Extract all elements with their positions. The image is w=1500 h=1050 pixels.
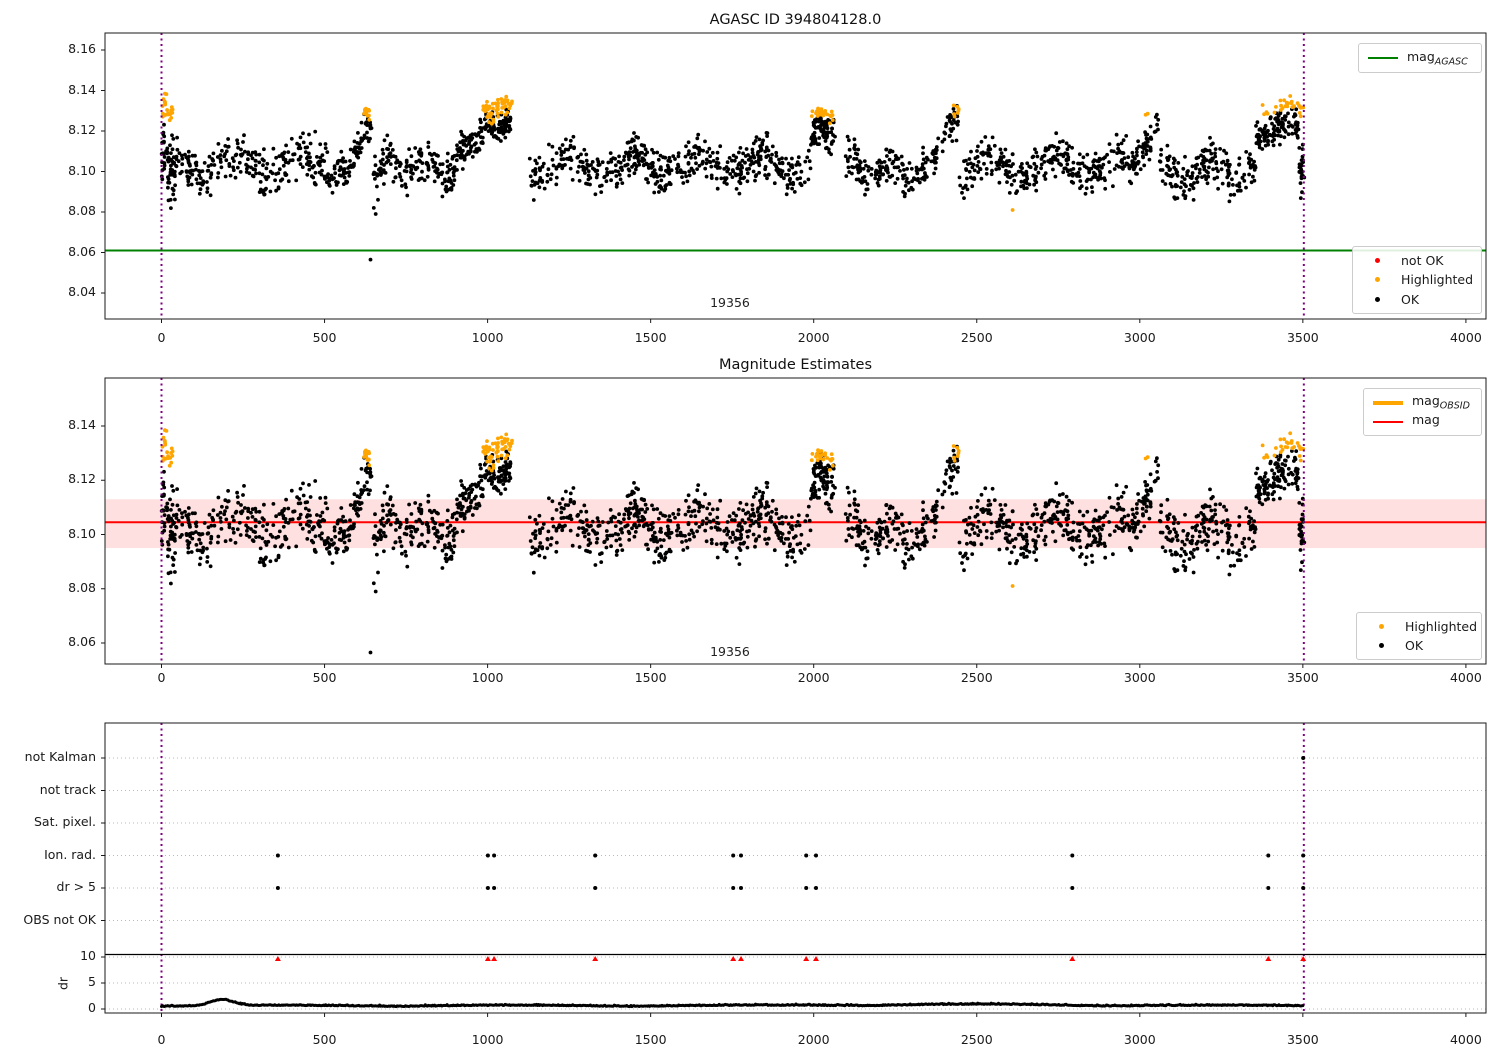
legend-row: magAGASC	[1368, 48, 1472, 68]
flag-category-label: Ion. rad.	[44, 846, 96, 862]
x-tick-label: 2000	[797, 330, 830, 345]
x-tick-label: 3500	[1286, 670, 1319, 685]
legend-row-ok: OK	[1362, 292, 1472, 307]
ok-marker-icon	[1362, 296, 1392, 302]
mag-line-sample	[1373, 420, 1403, 423]
x-tick-label: 4000	[1449, 1032, 1482, 1047]
legend-label: magOBSID	[1412, 393, 1470, 412]
legend-middle-markers: Highlighted OK	[1356, 612, 1482, 660]
legend-label: Highlighted	[1401, 272, 1474, 288]
x-tick-label: 3500	[1286, 1032, 1319, 1047]
legend-label: Highlighted	[1405, 619, 1478, 634]
flag-category-label: OBS not OK	[23, 911, 96, 927]
obsid-annotation-middle: 19356	[710, 644, 750, 659]
y-tick-label: 8.08	[68, 203, 96, 218]
mag-obsid-line-sample	[1373, 400, 1403, 405]
top-plot-agasc	[101, 32, 1487, 323]
legend-row-highlighted: Highlighted	[1362, 272, 1474, 288]
ok-points	[159, 104, 1307, 262]
x-tick-label: 2500	[960, 330, 993, 345]
ok-points	[159, 444, 1307, 655]
legend-top-markers: not OK Highlighted OK	[1352, 246, 1482, 314]
x-tick-label: 4000	[1449, 670, 1482, 685]
legend-label: mag	[1412, 412, 1440, 428]
flag-category-label: not Kalman	[24, 749, 96, 764]
y-tick-label: 8.14	[68, 417, 96, 432]
x-tick-label: 0	[157, 670, 166, 685]
x-tick-label: 500	[312, 330, 337, 345]
legend-row-mag: mag	[1373, 412, 1472, 431]
middle-plot-magnitude-estimates	[101, 377, 1487, 668]
x-tick-label: 2000	[797, 670, 830, 685]
x-tick-label: 1500	[634, 670, 667, 685]
mag-agasc-line-sample	[1368, 57, 1398, 59]
obsid-annotation-top: 19356	[710, 295, 750, 310]
flag-category-label: not track	[39, 781, 96, 797]
legend-row-highlighted: Highlighted	[1366, 619, 1477, 634]
y-tick-label: 8.12	[68, 471, 96, 487]
legend-row-ok: OK	[1366, 638, 1472, 653]
dr-tick-label: 0	[88, 1000, 96, 1015]
y-tick-label: 8.04	[68, 284, 96, 299]
x-tick-label: 1000	[471, 330, 504, 345]
dr10-red-markers	[274, 956, 1307, 961]
legend-label: not OK	[1401, 253, 1444, 269]
legend-row-mag-obsid: magOBSID	[1373, 393, 1472, 412]
legend-mag-obsid: magOBSID mag	[1363, 388, 1482, 436]
not-ok-marker-icon	[1362, 258, 1392, 264]
legend-label: magAGASC	[1407, 48, 1468, 68]
ok-marker-icon	[1366, 643, 1396, 648]
x-tick-label: 3000	[1123, 670, 1156, 685]
x-tick-label: 1500	[634, 1032, 667, 1047]
x-tick-label: 3500	[1286, 330, 1319, 345]
x-tick-label: 1000	[471, 670, 504, 685]
y-tick-label: 8.16	[68, 41, 96, 56]
highlighted-points	[160, 428, 1306, 588]
x-tick-label: 1500	[634, 330, 667, 345]
y-tick-label: 8.14	[68, 81, 96, 97]
x-tick-label: 0	[157, 330, 166, 345]
highlighted-marker-icon	[1362, 277, 1392, 283]
y-tick-label: 8.10	[68, 162, 96, 178]
x-tick-label: 500	[312, 670, 337, 685]
dr-tick-label: 10	[80, 948, 96, 963]
legend-row-not-ok: not OK	[1362, 253, 1472, 268]
flag-category-label: dr > 5	[56, 879, 96, 894]
dr-profile-points	[160, 997, 1305, 1009]
highlighted-points	[160, 91, 1306, 212]
x-tick-label: 0	[157, 1032, 166, 1047]
y-tick-label: 8.08	[68, 579, 96, 595]
legend-label: OK	[1401, 291, 1420, 307]
bottom-plot-flags-dr	[101, 722, 1487, 1017]
legend-mag-agasc: magAGASC	[1358, 43, 1482, 73]
legend-label: OK	[1405, 638, 1424, 653]
x-tick-label: 4000	[1449, 330, 1482, 345]
x-tick-label: 1000	[471, 1032, 504, 1047]
y-tick-label: 8.12	[68, 122, 96, 137]
x-tick-label: 2500	[960, 670, 993, 685]
x-tick-label: 2500	[960, 1032, 993, 1047]
x-tick-label: 500	[312, 1032, 337, 1047]
dr-axis-label: dr	[55, 976, 71, 991]
y-tick-label: 8.06	[68, 634, 96, 649]
x-tick-label: 2000	[797, 1032, 830, 1047]
top-plot-title: AGASC ID 394804128.0	[709, 12, 882, 28]
dr-tick-label: 5	[88, 974, 96, 989]
flag-category-label: Sat. pixel.	[34, 814, 96, 829]
y-tick-label: 8.10	[68, 525, 96, 541]
x-tick-label: 3000	[1123, 330, 1156, 345]
x-tick-label: 3000	[1123, 1032, 1156, 1047]
highlighted-marker-icon	[1366, 624, 1396, 629]
flag-points	[275, 756, 1306, 890]
y-tick-label: 8.06	[68, 243, 96, 259]
middle-plot-title: Magnitude Estimates	[718, 357, 873, 373]
